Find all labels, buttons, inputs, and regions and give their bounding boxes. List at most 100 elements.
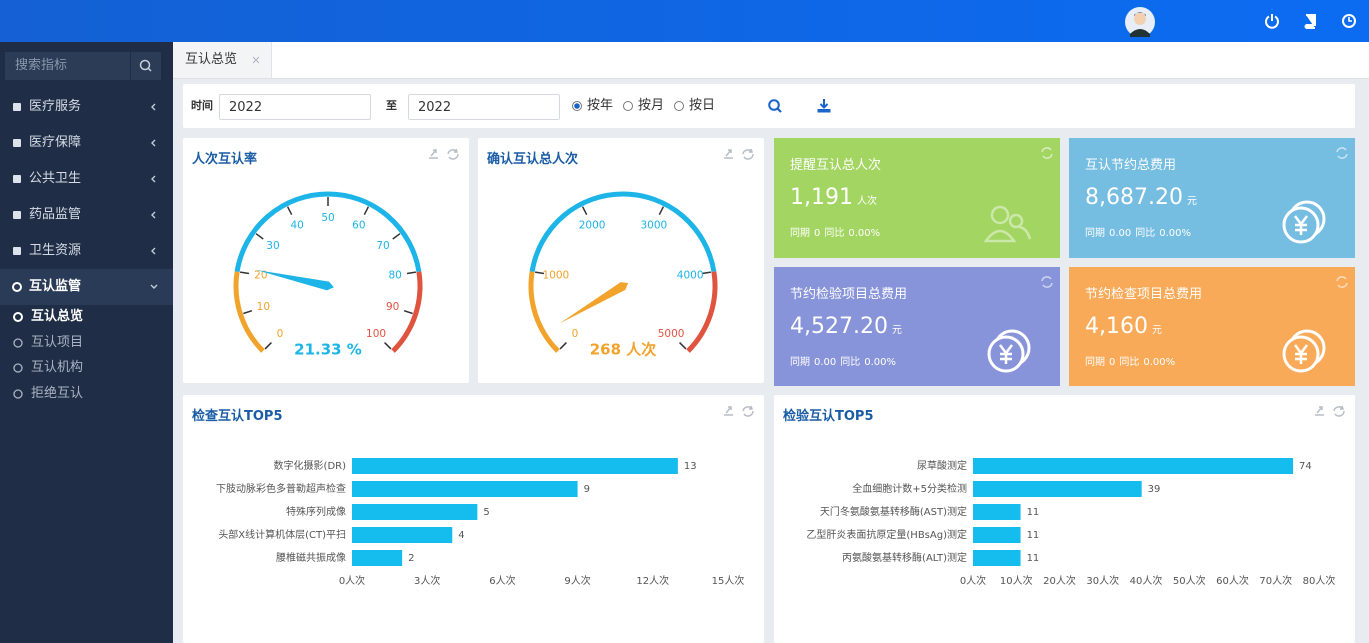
menu-label: 卫生资源 [29, 243, 82, 258]
start-input[interactable]: 2022 [219, 94, 371, 120]
menu-item[interactable]: 互认监管 [0, 269, 173, 305]
book-icon[interactable] [1302, 13, 1318, 29]
stat-unit: 元 [1186, 196, 1197, 207]
stat-title: 节约检查项目总费用 [1085, 287, 1203, 302]
stat-icon [1282, 200, 1326, 244]
gauge-tick-label: 4000 [677, 269, 704, 281]
card-tools [724, 405, 754, 417]
refresh-icon[interactable] [1040, 146, 1054, 160]
bar [973, 481, 1142, 497]
stat-card: 节约检验项目总费用 4,527.20 元同期 0.00 同比 0.00% [774, 267, 1060, 386]
download-icon[interactable] [816, 98, 832, 114]
bar-chart: 数字化摄影(DR) 13 下肢动脉彩色多普勒超声检查 9 特殊序列成像 5 头部X线计算机体… [216, 458, 744, 587]
x-tick-label: 50人次 [1173, 574, 1206, 587]
menu-item[interactable]: 公共卫生 [0, 161, 173, 197]
menu-item[interactable]: 卫生资源 [0, 233, 173, 269]
chart-title: 人次互认率 [192, 152, 258, 167]
stat-unit: 人次 [856, 196, 877, 207]
gauge-tick [679, 342, 687, 350]
gauge-tick [255, 233, 264, 240]
icon-shape [13, 175, 21, 183]
stat-period: 0 [1109, 357, 1116, 368]
icon-shape [13, 211, 21, 219]
radio-dot [674, 101, 684, 111]
submenu-icon [13, 338, 23, 348]
submenu-item[interactable]: 互认总览 [0, 305, 173, 329]
refresh-icon[interactable] [1333, 405, 1345, 417]
stat-period-label: 同期 [790, 357, 810, 368]
stat-yoy-label: 同比 [824, 228, 845, 239]
stat-period: 0.00 [814, 357, 837, 368]
stat-period-label: 同期 [1085, 357, 1105, 368]
chevron [151, 247, 156, 255]
menu-item[interactable]: 医疗保障 [0, 125, 173, 161]
search-box[interactable]: 搜索指标 [5, 52, 161, 80]
radio[interactable]: 按年 [571, 84, 621, 128]
menu-label: 药品监管 [29, 207, 82, 222]
submenu-item[interactable]: 互认项目 [0, 331, 173, 355]
tab[interactable]: 互认总览 [173, 42, 272, 78]
refresh-icon[interactable] [447, 148, 459, 160]
refresh-icon[interactable] [1335, 146, 1349, 160]
person-icon [983, 205, 1032, 243]
refresh-icon[interactable] [742, 148, 754, 160]
export-icon[interactable] [429, 149, 438, 159]
category-label: 特殊序列成像 [286, 505, 346, 518]
icon-shape [13, 389, 23, 399]
bar [973, 527, 1021, 543]
stat-compare: 同期 0 同比 0.00% [790, 224, 884, 239]
gauge-arc [528, 271, 560, 353]
menu-item[interactable]: 医疗服务 [0, 89, 173, 125]
gauge-tick [581, 206, 588, 216]
radio[interactable]: 按日 [673, 84, 723, 128]
stat-value: 4,527.20 [790, 314, 888, 339]
stat-yoy-label: 同比 [1135, 228, 1156, 239]
chart-title: 检查互认TOP5 [192, 409, 283, 424]
category-label: 尿草酸测定 [917, 459, 967, 472]
x-tick-label: 12人次 [636, 574, 669, 587]
submenu-item[interactable]: 互认机构 [0, 356, 173, 380]
stat-value: 4,160 [1085, 314, 1148, 339]
x-tick-label: 40人次 [1130, 574, 1163, 587]
gauge-arc [529, 191, 717, 273]
gauge: 0 10 20 30 40 50 60 70 80 90 100 21.33 % [233, 191, 423, 359]
gauge-tick [559, 342, 567, 350]
bar [973, 550, 1021, 566]
stat-yoy: 0.00% [848, 228, 881, 239]
value-label: 11 [1027, 553, 1040, 564]
refresh-icon[interactable] [1040, 275, 1054, 289]
power-icon[interactable] [1264, 13, 1280, 29]
export-icon[interactable] [724, 406, 733, 416]
gauge-value-label: 268 人次 [590, 341, 657, 359]
stat-period-label: 同期 [1085, 228, 1105, 239]
stat-card: 提醒互认总人次 1,191 人次 同期 0 同比 0.00% [774, 138, 1060, 258]
gauge-tick-label: 0 [572, 328, 579, 340]
search-icon[interactable] [767, 98, 783, 114]
value-label: 11 [1027, 507, 1040, 518]
refresh-icon[interactable] [742, 405, 754, 417]
clock-icon[interactable] [1341, 13, 1357, 29]
menu-item[interactable]: 药品监管 [0, 197, 173, 233]
avatar[interactable] [1124, 6, 1156, 38]
chevron [151, 103, 156, 111]
end-input[interactable]: 2022 [408, 94, 560, 120]
category-label: 腰椎磁共振成像 [276, 551, 346, 564]
x-tick-label: 70人次 [1259, 574, 1292, 587]
refresh-icon[interactable] [1335, 275, 1349, 289]
export-icon[interactable] [1315, 406, 1324, 416]
menu-chevron [151, 175, 156, 183]
gauge-tick-label: 80 [388, 269, 401, 281]
value-label: 2 [408, 553, 414, 564]
tab-close[interactable] [252, 56, 260, 64]
x-tick-label: 3人次 [414, 574, 440, 587]
menu-chevron [151, 211, 156, 219]
radio[interactable]: 按月 [622, 84, 672, 128]
chevron [150, 284, 158, 289]
gauge-value-label: 21.33 % [294, 341, 362, 359]
search-button[interactable] [130, 52, 161, 80]
export-icon[interactable] [724, 149, 733, 159]
gauge-arc [391, 271, 423, 353]
gauge-tick-label: 20 [254, 269, 267, 281]
radio-label: 按日 [689, 98, 716, 113]
submenu-item[interactable]: 拒绝互认 [0, 382, 173, 406]
